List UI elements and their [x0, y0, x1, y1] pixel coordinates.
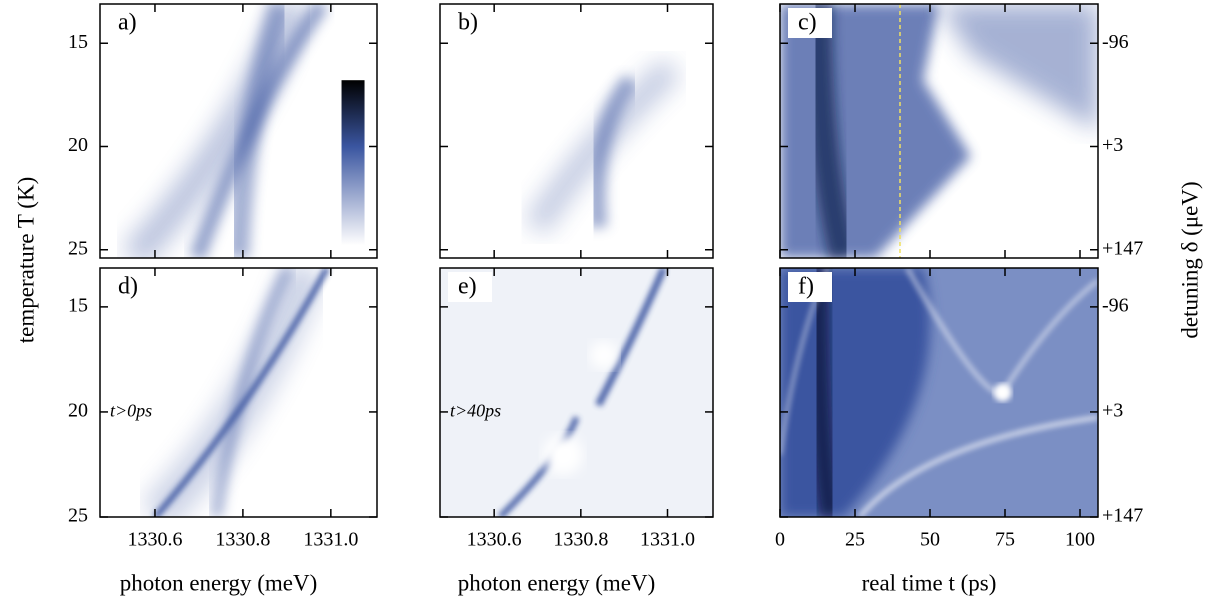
- white-arc: [1000, 278, 1098, 394]
- x-tick-label: 0: [775, 529, 785, 551]
- y2-tick-label: -96: [1102, 294, 1129, 316]
- label-box: [448, 8, 492, 38]
- intensity-band: [595, 268, 668, 407]
- y2-tick-label: +147: [1102, 237, 1143, 259]
- label-box: [788, 8, 832, 38]
- y2-axis-title: detuning δ (μeV): [1177, 181, 1202, 338]
- panel-frame: [99, 3, 378, 259]
- panel-label: c): [798, 10, 817, 36]
- intensity-band: [211, 268, 293, 517]
- panel: [780, 4, 1098, 258]
- panel-label: a): [118, 10, 137, 36]
- annotation: t>40ps: [450, 401, 501, 421]
- x-tick-label: 1330.8: [553, 529, 608, 551]
- intensity-band: [189, 4, 329, 258]
- white-spot: [993, 383, 1012, 402]
- x-axis-title: photon energy (meV): [120, 570, 318, 595]
- panel-label: f): [798, 274, 814, 300]
- y-tick-label: 25: [68, 237, 88, 259]
- x-tick-label: 1330.8: [215, 529, 270, 551]
- x-tick-label: 25: [845, 529, 865, 551]
- y2-tick-label: -96: [1102, 31, 1129, 53]
- y-tick-label: 25: [68, 505, 88, 527]
- x-tick-label: 1331.0: [640, 529, 695, 551]
- panel-frame: [439, 267, 714, 518]
- y2-tick-label: +147: [1102, 505, 1143, 527]
- label-box: [108, 272, 152, 302]
- blank-spot: [589, 341, 618, 370]
- annotation: t>0ps: [110, 401, 152, 421]
- x-tick-label: 50: [920, 529, 940, 551]
- blank-band: [440, 232, 713, 258]
- y2-tick-label: +3: [1102, 400, 1123, 422]
- intensity-band: [804, 4, 858, 258]
- y-tick-label: 15: [68, 31, 88, 53]
- intensity-band: [587, 74, 639, 229]
- panel: [440, 268, 713, 517]
- panel-label: b): [458, 10, 478, 36]
- panel-label: e): [458, 274, 477, 300]
- white-arc: [905, 268, 998, 395]
- label-box: [448, 272, 492, 302]
- label-box: [788, 272, 832, 302]
- x-tick-label: 75: [995, 529, 1015, 551]
- panel-frame: [779, 3, 1099, 259]
- panel: [440, 4, 713, 258]
- x-tick-label: 1331.0: [303, 529, 358, 551]
- panel-frame: [779, 267, 1099, 518]
- colorbar: [341, 80, 365, 246]
- x-tick-label: 100: [1065, 529, 1095, 551]
- background: [440, 268, 713, 517]
- y-tick-label: 15: [68, 294, 88, 316]
- panel: [780, 268, 1098, 517]
- x-axis-title: real time t (ps): [862, 570, 997, 595]
- y-tick-label: 20: [68, 400, 88, 422]
- white-arc: [857, 415, 1098, 517]
- intensity-band: [153, 268, 330, 517]
- label-box: [108, 8, 152, 38]
- intensity-band: [807, 268, 842, 517]
- panel: [100, 268, 377, 517]
- panel: [100, 4, 377, 258]
- intensity-region: [939, 4, 1098, 131]
- x-tick-label: 1330.6: [127, 529, 182, 551]
- panel-frame: [439, 3, 714, 259]
- y2-tick-label: +3: [1102, 134, 1123, 156]
- panel-frame: [99, 267, 378, 518]
- y-axis-title: temperature T (K): [13, 177, 38, 343]
- panel-label: d): [118, 274, 138, 300]
- blank-spot: [542, 434, 583, 475]
- x-tick-label: 1330.6: [467, 529, 522, 551]
- x-axis-title: photon energy (meV): [458, 570, 656, 595]
- y-tick-label: 20: [68, 134, 88, 156]
